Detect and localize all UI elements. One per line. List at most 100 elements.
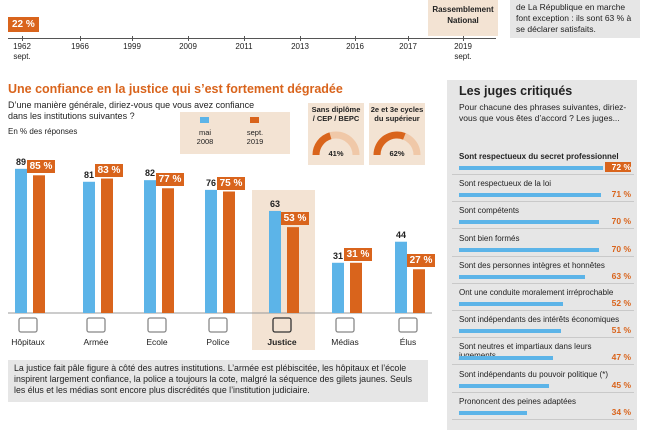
statement-divider <box>452 228 634 230</box>
statement-value: 52 % <box>611 298 631 308</box>
timeline-year: 2016 <box>346 42 364 51</box>
statement-value: 72 % <box>605 162 631 172</box>
bar-label-2008: 82 <box>144 168 155 179</box>
police-icon <box>208 317 228 333</box>
category-label: Élus <box>399 337 417 347</box>
timeline-tick <box>132 36 133 41</box>
statement-divider <box>452 201 634 203</box>
timeline-year: 2017 <box>399 42 417 51</box>
statement-label: Sont respectueux du secret professionnel <box>459 152 619 161</box>
unit-label: En % des réponses <box>8 127 78 136</box>
legend-swatch-2019 <box>250 117 259 123</box>
gauge-arc <box>373 131 421 156</box>
bar-label-2019: 83 % <box>95 163 123 177</box>
bar-2019 <box>223 191 235 313</box>
statement-divider <box>452 364 634 366</box>
timeline-axis <box>8 38 496 39</box>
school-icon <box>147 317 167 333</box>
statement-label: Prononcent des peines adaptées <box>459 396 576 406</box>
statement-divider <box>452 282 634 284</box>
judges-panel <box>447 80 637 430</box>
statement-value: 63 % <box>611 270 631 281</box>
judges-question: Pour chacune des phrases suivantes, diri… <box>459 102 627 123</box>
bar-2008 <box>395 241 407 313</box>
bar-2008 <box>332 262 344 313</box>
legend-swatch-2008 <box>200 117 209 123</box>
top-note: de La République en marche font exceptio… <box>510 0 640 38</box>
timeline-tick <box>188 36 189 41</box>
hospital-icon <box>18 317 38 333</box>
bar-2019 <box>162 188 174 313</box>
statement-divider <box>452 174 634 175</box>
statement-label: Sont indépendants du pouvoir politique (… <box>459 369 608 379</box>
bar-2008 <box>205 189 217 313</box>
timeline-tick <box>463 36 464 41</box>
judges-title: Les juges critiqués <box>459 84 573 98</box>
statement-bar <box>459 193 602 198</box>
category-label: Médias <box>331 337 359 347</box>
bar-label-2019: 53 % <box>281 212 309 226</box>
tank-icon <box>86 317 106 333</box>
statement-bar <box>459 247 600 252</box>
chart-title: Une confiance en la justice qui s’est fo… <box>8 82 343 96</box>
statement-label: Sont compétents <box>459 206 520 216</box>
timeline-tick <box>244 36 245 41</box>
courthouse-icon <box>272 317 292 333</box>
statement-value: 70 % <box>611 216 631 227</box>
legend-label-2008: mai 2008 <box>196 128 214 146</box>
statement-bar <box>459 302 564 306</box>
timeline-year: 1999 <box>123 42 141 51</box>
timeline-year: 1966 <box>71 42 89 51</box>
statement-value: 47 % <box>611 352 631 363</box>
statement-bar <box>459 329 562 334</box>
statement-value: 34 % <box>611 406 631 417</box>
statement-label: Sont indépendants des intérêts économiqu… <box>459 315 620 325</box>
bar-2008 <box>15 168 27 313</box>
first-value-badge: 22 % <box>8 17 39 32</box>
gauge-title: Sans diplôme / CEP / BEPC <box>311 105 361 123</box>
bar-2019 <box>101 178 113 313</box>
statement-value: 45 % <box>611 379 631 390</box>
statement-value: 70 % <box>611 243 631 254</box>
statement-label: Sont bien formés <box>459 233 520 243</box>
bar-label-2008: 81 <box>83 169 94 180</box>
statement-bar <box>459 166 604 170</box>
statement-value: 71 % <box>611 189 631 200</box>
bar-2019 <box>33 175 45 313</box>
bar-2019 <box>350 262 362 313</box>
bar-label-2019: 75 % <box>217 176 245 190</box>
timeline-tick <box>22 36 23 41</box>
bar-label-2019: 77 % <box>156 173 184 187</box>
timeline-year: 2011 <box>235 42 253 51</box>
chart-question: D’une manière générale, diriez-vous que … <box>8 100 255 121</box>
rn-label-box: Rassemblement National <box>428 0 498 36</box>
bar-2019 <box>287 227 299 313</box>
statement-label: Sont des personnes intègres et honnêtes <box>459 260 605 270</box>
statement-label: Ont une conduite moralement irréprochabl… <box>459 288 614 297</box>
timeline-year: 2019 sept. <box>454 42 472 61</box>
category-label: Ecole <box>146 337 168 347</box>
bar-label-2019: 31 % <box>344 247 372 261</box>
timeline-tick <box>408 36 409 41</box>
statement-divider <box>452 418 634 420</box>
statement-label: Sont neutres et impartiaux dans leurs ju… <box>459 342 592 360</box>
statement-value: 51 % <box>611 325 631 336</box>
statement-divider <box>452 310 634 311</box>
bar-label-2008: 31 <box>332 250 343 261</box>
bar-2019 <box>413 269 425 313</box>
bar-label-2019: 27 % <box>407 254 435 268</box>
timeline-year: 2013 <box>291 42 309 51</box>
bar-label-2008: 89 <box>15 156 26 167</box>
bar-label-2008: 44 <box>395 229 406 240</box>
statement-bar <box>459 356 554 361</box>
elected-icon <box>398 317 418 333</box>
bar-label-2019: 85 % <box>27 160 55 174</box>
bar-label-2008: 76 <box>205 177 216 188</box>
media-icon <box>335 317 355 333</box>
timeline-tick <box>80 36 81 41</box>
timeline-tick <box>300 36 301 41</box>
statement-bar <box>459 220 600 225</box>
bar-2008 <box>83 181 95 313</box>
category-label: Justice <box>267 337 297 347</box>
